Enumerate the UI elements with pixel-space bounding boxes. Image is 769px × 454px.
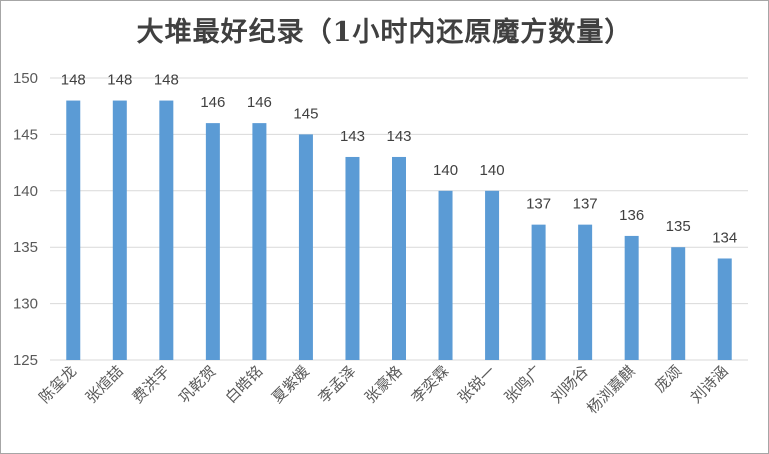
x-tick-label: 巩乾贺 [175,362,220,407]
x-tick-label: 费洪宇 [129,362,174,407]
data-label: 146 [247,94,272,111]
y-tick-label: 125 [13,352,38,369]
data-labels: 148 148 148 146 146 145 143 143 140 140 137 137 136 1… [61,72,737,247]
x-tick-label: 夏紫媛 [268,362,313,407]
bar [205,123,220,361]
x-tick-label: 杨浏嘉麒 [583,362,638,417]
x-axis-ticks: 陈玺龙 张煊喆 费洪宇 巩乾贺 白皓铭 夏紫媛 李孟泽 张豪格 李奕霖 张锐一 张鸣广 刘旸谷杨浏嘉麒… [36,362,732,417]
bar [159,100,174,360]
y-axis-ticks: 125 130 135 140 145 150 [13,70,38,369]
x-tick-label: 李奕霖 [408,362,453,407]
y-tick-label: 135 [13,239,38,256]
data-label: 145 [293,105,318,122]
bar [392,156,406,360]
x-tick-label: 陈玺龙 [36,362,81,407]
bar [112,100,127,360]
x-tick-label: 张豪格 [361,362,406,407]
bar [345,156,360,360]
data-label: 140 [480,162,505,179]
data-label: 136 [619,207,644,224]
x-tick-label: 张锐一 [454,362,499,407]
data-label: 148 [107,72,132,89]
y-tick-label: 140 [13,183,38,200]
x-tick-label: 白皓铭 [222,362,267,407]
data-label: 143 [386,128,411,145]
data-label: 137 [573,196,598,213]
data-label: 146 [200,94,225,111]
x-tick-label: 张煊喆 [82,362,127,407]
y-tick-label: 145 [13,126,38,143]
bars [66,100,732,361]
bar [578,224,593,360]
bar [531,224,546,360]
data-label: 143 [340,128,365,145]
bar [624,235,639,360]
x-tick-label: 刘诗涵 [687,362,732,407]
bar [252,123,267,361]
chart-title: 大堆最好纪录（1小时内还原魔方数量） [136,17,633,48]
bar [485,190,500,360]
bar [438,190,453,360]
data-label: 134 [712,229,737,246]
data-label: 140 [433,162,458,179]
data-label: 137 [526,196,551,213]
x-tick-label: 刘旸谷 [547,362,592,407]
data-label: 148 [154,72,179,89]
x-tick-label: 庞颂 [651,362,685,396]
y-tick-label: 150 [13,70,38,87]
y-tick-label: 130 [13,296,38,313]
bar [717,258,732,360]
x-tick-label: 李孟泽 [315,362,360,407]
data-label: 148 [61,72,86,89]
x-tick-label: 张鸣广 [501,362,546,407]
bar [671,247,686,360]
bar [298,134,313,360]
data-label: 135 [666,218,691,235]
bar [66,100,81,360]
